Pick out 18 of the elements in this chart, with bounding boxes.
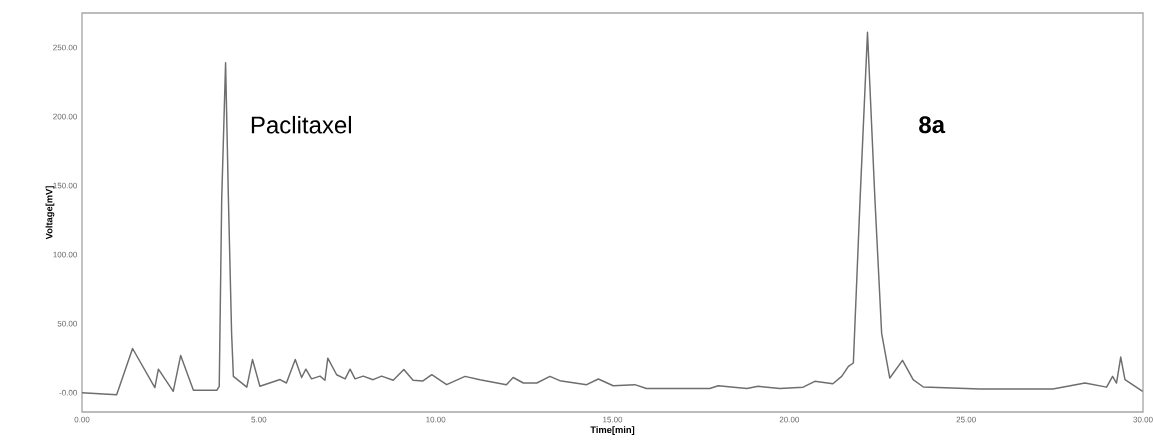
x-tick-label: 10.00 [426,416,446,423]
y-tick-label: 200.00 [53,113,77,120]
x-tick-label: 30.00 [1133,416,1153,423]
x-tick-label: 0.00 [74,416,90,423]
y-tick-label: 100.00 [53,251,77,258]
x-axis-title: Time[min] [590,426,635,435]
y-axis-title: Voltage[mV] [45,186,55,240]
x-tick-label: 15.00 [603,416,623,423]
annotation: Paclitaxel [251,115,351,134]
x-tick-label: 20.00 [779,416,800,423]
y-tick-label: -0.00 [59,389,77,396]
annotation: 8a [919,116,946,134]
x-tick-label: 25.00 [956,416,976,423]
y-tick-label: 250.00 [53,44,77,51]
line-series [82,31,1144,396]
x-tick-label: 5.00 [251,416,267,423]
y-tick-label: 50.00 [57,320,77,327]
y-tick-label: 150.00 [53,182,77,189]
